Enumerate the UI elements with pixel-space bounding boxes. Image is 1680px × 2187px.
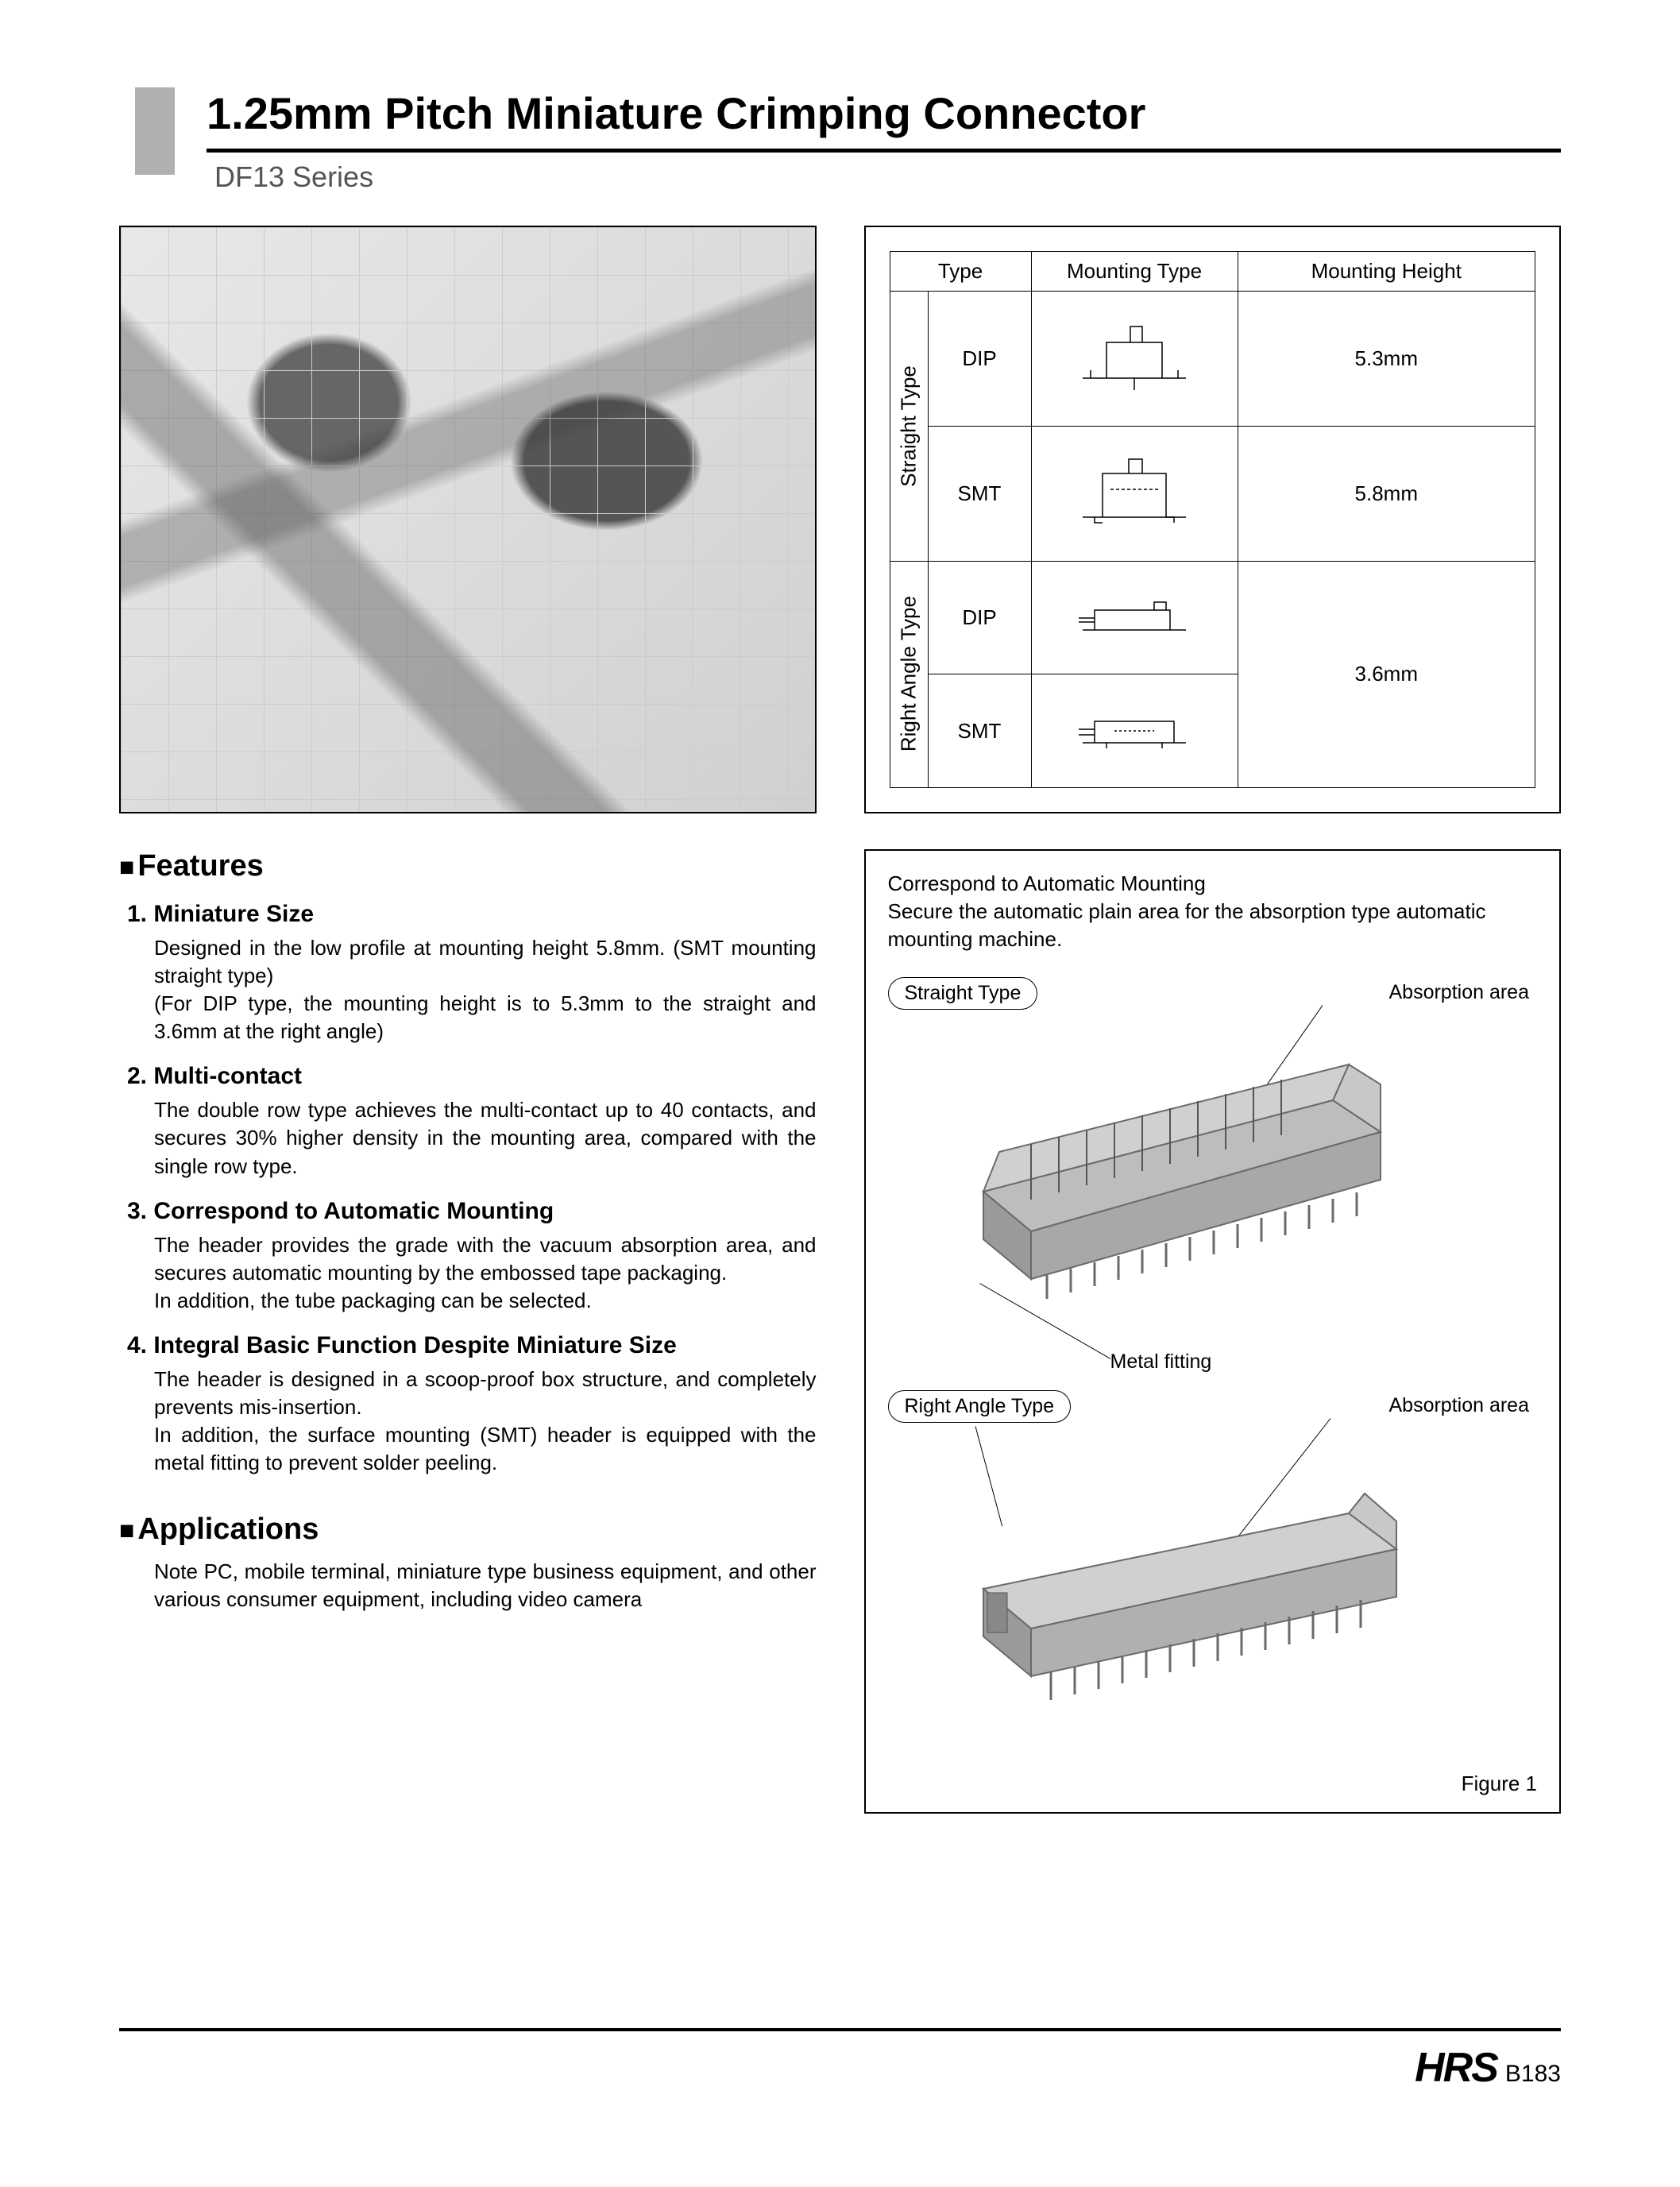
hrs-logo: HRS [1415, 2044, 1497, 2092]
right-angle-connector-area: Metal fitting Right Angle Type Absorptio… [888, 1350, 1538, 1764]
cell-diagram-ra-dip [1031, 561, 1238, 674]
page-footer: HRS B183 [119, 2028, 1561, 2092]
diagram-icon [1067, 699, 1202, 763]
table-row: Right Angle Type DIP 3.6mm [890, 561, 1535, 674]
mounting-intro-title: Correspond to Automatic Mounting [888, 871, 1206, 895]
right-column: Type Mounting Type Mounting Height Strai… [864, 226, 1562, 1814]
cell-diagram-straight-smt [1031, 426, 1238, 561]
figure-label: Figure 1 [888, 1772, 1538, 1796]
series-label: DF13 Series [214, 160, 1561, 194]
spec-table-box: Type Mounting Type Mounting Height Strai… [864, 226, 1562, 813]
mounting-figure-box: Correspond to Automatic Mounting Secure … [864, 849, 1562, 1814]
feature-title: 1. Miniature Size [127, 901, 817, 928]
group-right-angle: Right Angle Type [890, 561, 928, 787]
square-bullet-icon: ■ [119, 852, 134, 881]
cell-type: DIP [928, 292, 1031, 427]
feature-body: The header provides the grade with the v… [154, 1231, 817, 1315]
metal-fitting-label: Metal fitting [1110, 1350, 1212, 1374]
straight-connector-area: Straight Type Absorption area [888, 977, 1538, 1350]
absorption-label-2: Absorption area [1388, 1394, 1529, 1417]
feature-title: 2. Multi-contact [127, 1063, 817, 1090]
feature-title: 3. Correspond to Automatic Mounting [127, 1198, 817, 1225]
cell-type: SMT [928, 426, 1031, 561]
left-column: ■Features 1. Miniature Size Designed in … [119, 226, 817, 1814]
cell-diagram-straight-dip [1031, 292, 1238, 427]
footer-inner: HRS B183 [119, 2044, 1561, 2092]
connector-straight-icon [920, 1025, 1460, 1327]
table-row: SMT 5.8mm [890, 426, 1535, 561]
feature-body: Designed in the low profile at mounting … [154, 934, 817, 1045]
table-row: Straight Type DIP [890, 292, 1535, 427]
connector-right-angle-icon [920, 1446, 1460, 1748]
absorption-label: Absorption area [1388, 981, 1529, 1004]
group-straight: Straight Type [890, 292, 928, 562]
feature-body: The double row type achieves the multi-c… [154, 1096, 817, 1180]
feature-title: 4. Integral Basic Function Despite Minia… [127, 1332, 817, 1359]
feature-2: 2. Multi-contact The double row type ach… [119, 1063, 817, 1180]
th-type: Type [890, 252, 1031, 292]
cell-type: DIP [928, 561, 1031, 674]
mounting-intro: Correspond to Automatic Mounting Secure … [888, 870, 1538, 953]
diagram-icon [1067, 315, 1202, 402]
straight-type-pill: Straight Type [888, 977, 1038, 1010]
title-rule [207, 149, 1561, 153]
page-title: 1.25mm Pitch Miniature Crimping Connecto… [207, 87, 1561, 139]
right-angle-type-pill: Right Angle Type [888, 1390, 1072, 1423]
features-heading-text: Features [137, 849, 263, 883]
applications-heading: ■Applications [119, 1513, 817, 1547]
cell-diagram-ra-smt [1031, 674, 1238, 788]
spec-table: Type Mounting Type Mounting Height Strai… [890, 251, 1536, 788]
features-heading: ■Features [119, 849, 817, 883]
main-columns: ■Features 1. Miniature Size Designed in … [119, 226, 1561, 1814]
table-header-row: Type Mounting Type Mounting Height [890, 252, 1535, 292]
footer-rule [119, 2028, 1561, 2031]
th-mounting-type: Mounting Type [1031, 252, 1238, 292]
applications-body: Note PC, mobile terminal, miniature type… [154, 1558, 817, 1613]
mounting-intro-body: Secure the automatic plain area for the … [888, 899, 1486, 951]
feature-3: 3. Correspond to Automatic Mounting The … [119, 1198, 817, 1315]
cell-type: SMT [928, 674, 1031, 788]
title-block: 1.25mm Pitch Miniature Crimping Connecto… [207, 87, 1561, 194]
diagram-icon [1067, 586, 1202, 650]
feature-1: 1. Miniature Size Designed in the low pr… [119, 901, 817, 1045]
th-mounting-height: Mounting Height [1238, 252, 1535, 292]
cell-height: 5.3mm [1238, 292, 1535, 427]
feature-4: 4. Integral Basic Function Despite Minia… [119, 1332, 817, 1477]
feature-body: The header is designed in a scoop-proof … [154, 1366, 817, 1477]
product-photo [119, 226, 817, 813]
page-number: B183 [1505, 2061, 1561, 2088]
header-tab [135, 87, 175, 175]
cell-height-merged: 3.6mm [1238, 561, 1535, 787]
diagram-icon [1067, 450, 1202, 537]
cell-height: 5.8mm [1238, 426, 1535, 561]
square-bullet-icon: ■ [119, 1516, 134, 1544]
applications-heading-text: Applications [137, 1513, 319, 1546]
